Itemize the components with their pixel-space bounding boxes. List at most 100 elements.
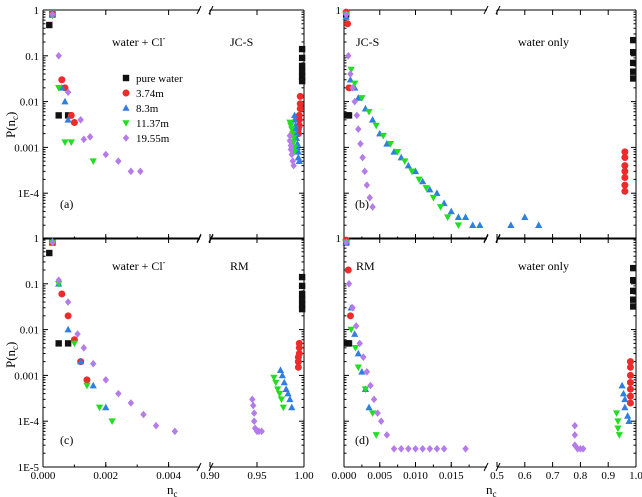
data-point-pure-water <box>345 112 353 119</box>
legend-marker-pure-water <box>122 74 130 82</box>
data-point-11-37m <box>386 140 395 148</box>
data-point-8-3m <box>461 213 470 220</box>
data-point-19-55m <box>342 10 350 19</box>
data-point-11-37m <box>279 404 287 412</box>
data-point-3-74m <box>626 363 634 371</box>
data-point-8-3m <box>61 97 69 105</box>
data-point-19-55m <box>86 133 94 141</box>
data-point-8-3m <box>64 116 72 123</box>
data-point-8-3m <box>369 116 377 123</box>
x-tick-label: 1.00 <box>294 470 314 482</box>
data-point-19-55m <box>64 88 72 97</box>
data-point-8-3m <box>383 139 391 147</box>
data-point-19-55m <box>351 97 358 106</box>
data-point-pure-water <box>298 62 306 70</box>
legend-marker-11-37m <box>122 120 130 127</box>
data-point-11-37m <box>614 418 622 425</box>
data-point-8-3m <box>291 125 300 132</box>
y-tick-label: 1 <box>336 5 342 17</box>
data-point-8-3m <box>419 177 427 185</box>
data-point-8-3m <box>291 116 299 123</box>
data-point-pure-water <box>46 21 53 29</box>
data-point-19-55m <box>140 410 147 419</box>
data-point-3-74m <box>346 312 354 320</box>
data-point-8-3m <box>621 403 629 411</box>
y-tick-label: 0.1 <box>25 279 39 291</box>
data-point-19-55m <box>355 125 362 133</box>
data-point-19-55m <box>412 444 419 453</box>
legend-marker-3-74m <box>122 89 130 97</box>
data-point-3-74m <box>621 187 629 195</box>
data-point-8-3m <box>282 385 290 392</box>
data-point-pure-water <box>298 45 306 53</box>
data-point-8-3m <box>292 129 301 137</box>
data-point-19-55m <box>374 409 381 417</box>
panel-label: (d) <box>355 433 369 447</box>
data-point-19-55m <box>74 330 81 338</box>
data-point-19-55m <box>367 381 374 390</box>
panel-d: 1 0.000 0.005 0.010 0.015 0.5 0.6 0.7 0.8 0.9 1.0 (… <box>332 233 642 482</box>
data-point-11-37m <box>289 130 297 138</box>
data-point-11-37m <box>55 281 63 288</box>
x-tick-label: 0.000 <box>332 470 357 482</box>
data-point-19-55m <box>287 141 295 150</box>
data-point-11-37m <box>275 390 284 398</box>
data-point-11-37m <box>89 158 97 165</box>
data-point-11-37m <box>347 66 355 74</box>
data-point-3-74m <box>621 174 629 182</box>
data-point-11-37m <box>287 122 295 130</box>
data-point-8-3m <box>621 395 629 403</box>
data-point-8-3m <box>278 371 286 379</box>
data-point-19-55m <box>115 157 122 165</box>
x-tick-label: 0.7 <box>546 470 560 482</box>
data-point-11-37m <box>379 132 387 140</box>
x-axis-label-left: nc <box>167 482 178 497</box>
data-point-11-37m <box>372 432 380 439</box>
data-point-19-55m <box>250 417 258 425</box>
data-point-3-74m <box>621 162 629 170</box>
data-point-19-55m <box>398 444 405 453</box>
legend-label: 19.55m <box>136 133 170 145</box>
data-point-19-55m <box>360 353 367 361</box>
legend-layer: pure water 3.74m 8.3m 11.37m 19.55m <box>122 73 183 145</box>
y-tick-label: 1E-4 <box>18 188 40 200</box>
data-point-8-3m <box>294 153 302 161</box>
y-tick-label: 0.01 <box>20 97 39 109</box>
data-point-3-74m <box>83 376 91 384</box>
data-point-8-3m <box>276 366 285 373</box>
data-point-19-55m <box>287 145 295 154</box>
data-point-pure-water <box>64 340 72 347</box>
data-point-11-37m <box>436 204 445 211</box>
y-tick-label: 0.1 <box>25 51 39 63</box>
data-point-8-3m <box>507 221 515 229</box>
data-point-8-3m <box>295 157 303 164</box>
panel-title: RM <box>356 259 375 273</box>
data-point-19-55m <box>383 431 391 439</box>
data-point-19-55m <box>349 84 356 92</box>
x-tick-label: 0.002 <box>93 470 118 482</box>
data-point-8-3m <box>535 221 543 229</box>
data-point-pure-water <box>298 305 306 313</box>
data-point-3-74m <box>626 378 634 386</box>
data-point-19-55m <box>462 444 469 453</box>
x-tick-label: 0.015 <box>439 470 464 482</box>
data-point-19-55m <box>152 421 160 430</box>
panel-system-label: water only <box>518 35 569 49</box>
data-point-3-74m <box>344 20 352 28</box>
data-point-8-3m <box>433 189 441 196</box>
y-tick-label: 1E-4 <box>18 416 40 428</box>
data-point-8-3m <box>619 389 628 397</box>
data-point-3-74m <box>296 105 304 113</box>
data-point-pure-water <box>298 296 306 303</box>
data-point-11-37m <box>422 185 430 192</box>
data-point-pure-water <box>630 276 637 284</box>
data-point-19-55m <box>80 344 88 352</box>
data-point-19-55m <box>251 424 259 433</box>
data-point-pure-water <box>55 340 62 347</box>
data-point-8-3m <box>354 349 362 357</box>
data-point-11-37m <box>429 194 437 202</box>
axis-break-mark <box>483 233 489 243</box>
y-tick-label: 0.001 <box>14 370 39 382</box>
data-point-pure-water <box>630 68 637 75</box>
